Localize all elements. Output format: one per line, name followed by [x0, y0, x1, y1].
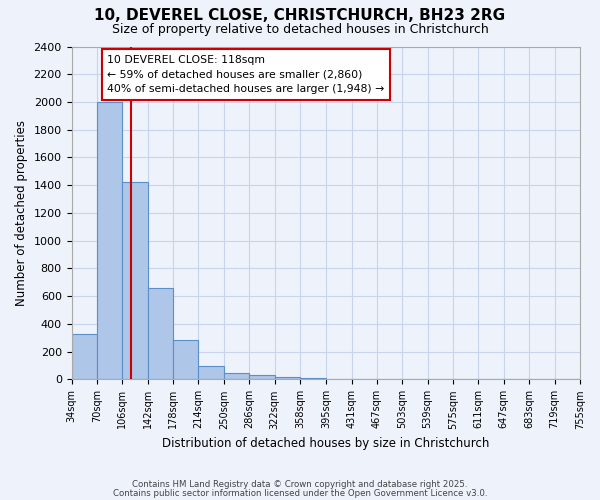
Bar: [148, 288, 173, 380]
Bar: [224, 373, 249, 380]
Bar: [275, 376, 300, 380]
Bar: [199, 366, 224, 380]
Bar: [249, 376, 275, 380]
Text: Size of property relative to detached houses in Christchurch: Size of property relative to detached ho…: [112, 22, 488, 36]
Text: Contains HM Land Registry data © Crown copyright and database right 2025.: Contains HM Land Registry data © Crown c…: [132, 480, 468, 489]
Bar: [71, 334, 97, 380]
X-axis label: Distribution of detached houses by size in Christchurch: Distribution of detached houses by size …: [162, 437, 490, 450]
Bar: [122, 182, 148, 380]
Bar: [173, 340, 199, 380]
Bar: [97, 102, 122, 380]
Text: 10, DEVEREL CLOSE, CHRISTCHURCH, BH23 2RG: 10, DEVEREL CLOSE, CHRISTCHURCH, BH23 2R…: [94, 8, 506, 22]
Y-axis label: Number of detached properties: Number of detached properties: [15, 120, 28, 306]
Bar: [300, 378, 326, 380]
Text: Contains public sector information licensed under the Open Government Licence v3: Contains public sector information licen…: [113, 489, 487, 498]
Text: 10 DEVEREL CLOSE: 118sqm
← 59% of detached houses are smaller (2,860)
40% of sem: 10 DEVEREL CLOSE: 118sqm ← 59% of detach…: [107, 55, 385, 94]
